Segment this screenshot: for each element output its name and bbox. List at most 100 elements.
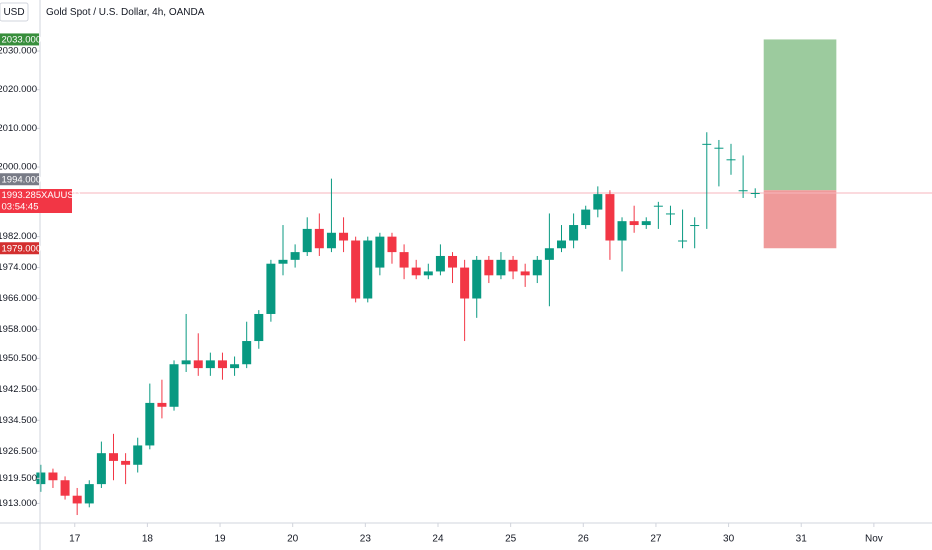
candle-body (205, 360, 215, 369)
candle-body (702, 143, 712, 145)
candle-body (230, 364, 240, 369)
x-tick-label: 30 (723, 534, 735, 545)
last-price-label: 1993.285 (2, 190, 42, 201)
x-tick-label: 31 (796, 534, 808, 545)
candle-body (96, 453, 106, 485)
y-tick-label: 1950.500 (0, 353, 37, 364)
y-tick-label: 1934.500 (0, 415, 37, 426)
countdown-label: 03:54:45 (2, 202, 39, 213)
x-tick-label: 17 (69, 534, 81, 545)
candle-body (145, 402, 155, 446)
candle-body (714, 147, 724, 149)
y-tick-label: 1958.000 (0, 324, 37, 335)
price-badge (0, 173, 39, 186)
loss-zone (763, 190, 837, 249)
currency-box[interactable] (0, 2, 29, 22)
candle-body (738, 190, 748, 192)
price-badge (0, 33, 39, 46)
candle-body (181, 360, 191, 365)
candle-body (339, 232, 349, 241)
candle-body (133, 445, 143, 465)
candle-body (569, 225, 579, 241)
candle-body (653, 205, 663, 207)
candle-body (532, 259, 542, 276)
candle-body (108, 453, 118, 461)
price-badge-label: 2033.000 (2, 34, 42, 45)
candle-body (520, 271, 530, 276)
candle-body (472, 259, 482, 299)
candle-body (678, 240, 688, 242)
x-tick-label: 26 (578, 534, 590, 545)
y-tick-label: 1926.500 (0, 446, 37, 457)
candle-body (351, 240, 361, 299)
candle-body (581, 209, 591, 226)
candle-body (290, 252, 300, 260)
currency[interactable]: USD (3, 7, 24, 18)
candle-body (387, 236, 397, 253)
candle-body (593, 194, 603, 210)
candle-body (641, 221, 651, 226)
candle-body (399, 252, 409, 268)
candle-body (460, 267, 470, 299)
y-tick-label: 2010.000 (0, 123, 37, 134)
y-tick-label: 1942.500 (0, 384, 37, 395)
y-tick-label: 2000.000 (0, 162, 37, 173)
candle-body (435, 255, 445, 272)
candle-body (508, 259, 518, 272)
last-price-badge (0, 189, 72, 214)
price-badge (0, 242, 39, 255)
x-tick-label: 19 (214, 534, 226, 545)
x-tick-label: 18 (142, 534, 154, 545)
candle-body (278, 259, 288, 264)
symbol-label: XAUUSD (41, 190, 81, 201)
candle-body (556, 240, 566, 249)
candle-body (484, 259, 494, 276)
x-tick-label: 27 (650, 534, 662, 545)
candle-body (423, 271, 433, 276)
candle-body (605, 194, 615, 241)
candle-body (665, 213, 675, 215)
candle-body (496, 259, 506, 276)
candle-body (121, 460, 131, 465)
candle-body (60, 480, 70, 496)
candle-body (690, 225, 700, 227)
candle-body (254, 313, 264, 342)
candle-body (302, 228, 312, 253)
y-tick-label: 1919.500 (0, 473, 37, 484)
candle-body (448, 255, 458, 268)
candle-body (72, 495, 82, 504)
candle-body (629, 221, 639, 226)
candle-body (48, 472, 58, 481)
y-tick-label: 2030.000 (0, 46, 37, 57)
candle-body (84, 484, 94, 504)
candle-body (242, 341, 252, 365)
y-tick-label: 1974.000 (0, 262, 37, 273)
candle-body (326, 232, 336, 249)
x-tick-label: Nov (865, 534, 883, 545)
y-tick-label: 2020.000 (0, 84, 37, 95)
candle-body (36, 472, 46, 485)
chart-title: Gold Spot / U.S. Dollar, 4h, OANDA (46, 7, 205, 18)
candle-body (726, 159, 736, 161)
candle-body (193, 360, 203, 369)
x-tick-label: 23 (360, 534, 372, 545)
y-tick-label: 1913.000 (0, 498, 37, 509)
candle-body (217, 360, 227, 369)
price-badge-label: 1979.000 (2, 243, 42, 254)
y-tick-label: 1982.000 (0, 231, 37, 242)
candle-body (169, 364, 179, 407)
candle-body (617, 221, 627, 241)
candle-body (266, 263, 276, 314)
x-tick-label: 20 (287, 534, 299, 545)
candle-body (375, 236, 385, 268)
profit-zone (763, 39, 837, 191)
price-badge-label: 1994.000 (2, 174, 42, 185)
candle-body (411, 267, 421, 276)
candle-body (544, 248, 554, 260)
x-tick-label: 25 (505, 534, 517, 545)
candle-body (750, 193, 760, 195)
x-tick-label: 24 (432, 534, 444, 545)
y-tick-label: 1966.000 (0, 293, 37, 304)
candle-body (157, 402, 167, 407)
